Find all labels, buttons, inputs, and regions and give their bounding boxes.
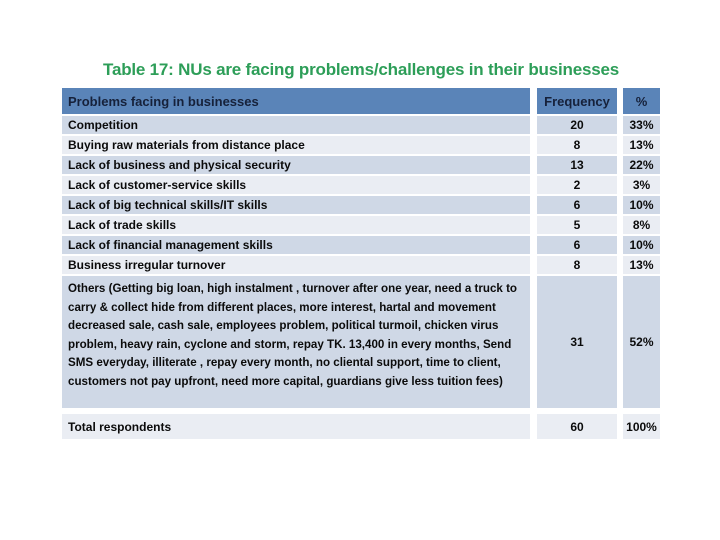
slide-title: Table 17: NUs are facing problems/challe… xyxy=(103,60,619,79)
cell-percent: 100% xyxy=(623,414,660,439)
table-row: Lack of big technical skills/IT skills 6 1… xyxy=(62,196,660,214)
header-cell-percent: % xyxy=(623,88,660,114)
table-row: Competition 20 33% xyxy=(62,116,660,134)
table-row: Business irregular turnover 8 13% xyxy=(62,256,660,274)
cell-problem: Lack of big technical skills/IT skills xyxy=(62,196,530,214)
cell-frequency: 8 xyxy=(537,256,617,274)
table-row: Lack of customer-service skills 2 3% xyxy=(62,176,660,194)
cell-frequency: 60 xyxy=(537,414,617,439)
cell-problem: Lack of business and physical security xyxy=(62,156,530,174)
table-row: Total respondents 60 100% xyxy=(62,414,660,439)
cell-frequency: 2 xyxy=(537,176,617,194)
cell-problem: Total respondents xyxy=(62,414,530,439)
table-row: Lack of business and physical security 13… xyxy=(62,156,660,174)
cell-frequency: 6 xyxy=(537,196,617,214)
table-header-row: Problems facing in businesses Frequency … xyxy=(62,88,660,114)
cell-percent: 22% xyxy=(623,156,660,174)
header-cell-frequency: Frequency xyxy=(537,88,617,114)
cell-problem: Business irregular turnover xyxy=(62,256,530,274)
cell-percent: 3% xyxy=(623,176,660,194)
cell-percent: 10% xyxy=(623,196,660,214)
table-row: Others (Getting big loan, high instalmen… xyxy=(62,276,660,408)
cell-percent: 10% xyxy=(623,236,660,254)
cell-problem: Buying raw materials from distance place xyxy=(62,136,530,154)
cell-percent: 13% xyxy=(623,136,660,154)
problems-table: Problems facing in businesses Frequency … xyxy=(62,88,660,441)
cell-frequency: 5 xyxy=(537,216,617,234)
cell-problem: Lack of financial management skills xyxy=(62,236,530,254)
cell-percent: 52% xyxy=(623,276,660,408)
cell-percent: 13% xyxy=(623,256,660,274)
table-row: Buying raw materials from distance place… xyxy=(62,136,660,154)
cell-frequency: 13 xyxy=(537,156,617,174)
cell-problem: Competition xyxy=(62,116,530,134)
cell-frequency: 20 xyxy=(537,116,617,134)
cell-frequency: 6 xyxy=(537,236,617,254)
cell-frequency: 31 xyxy=(537,276,617,408)
cell-problem: Lack of trade skills xyxy=(62,216,530,234)
cell-frequency: 8 xyxy=(537,136,617,154)
table-row: Lack of trade skills 5 8% xyxy=(62,216,660,234)
table-row: Lack of financial management skills 6 10% xyxy=(62,236,660,254)
header-cell-problems: Problems facing in businesses xyxy=(62,88,530,114)
table-body: Competition 20 33% Buying raw materials fro… xyxy=(62,116,660,439)
cell-problem: Others (Getting big loan, high instalmen… xyxy=(62,276,530,408)
cell-percent: 33% xyxy=(623,116,660,134)
cell-problem: Lack of customer-service skills xyxy=(62,176,530,194)
cell-percent: 8% xyxy=(623,216,660,234)
